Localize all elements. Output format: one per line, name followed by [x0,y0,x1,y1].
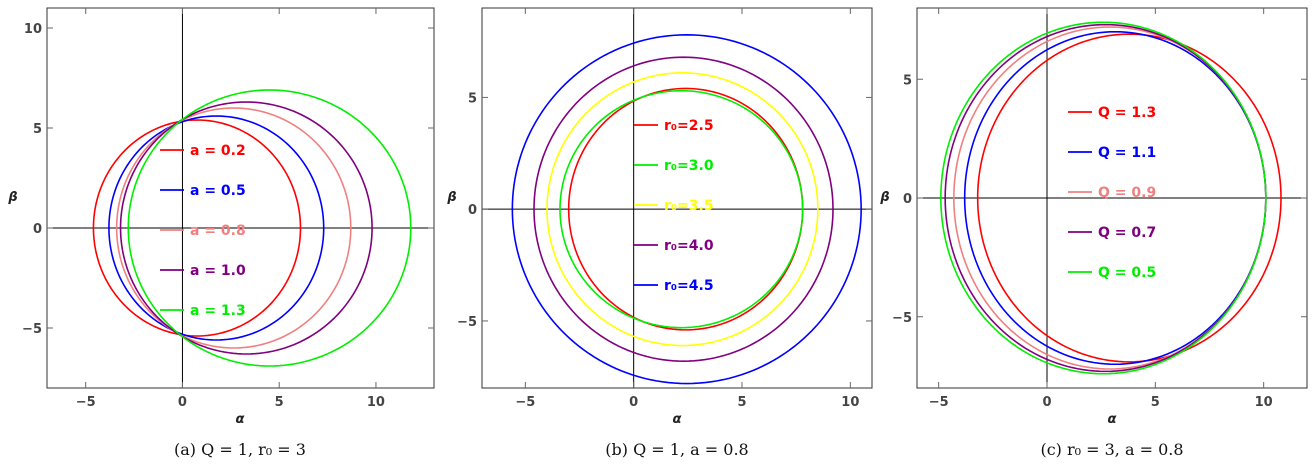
series-curve-1 [92,119,302,337]
x-tick-label: −5 [929,395,949,410]
y-tick-label: −5 [892,311,912,326]
y-tick-label: 5 [468,91,477,106]
y-tick-label: 5 [33,122,42,137]
x-axis-label: α [1108,412,1117,427]
y-axis-label: β [7,190,17,205]
x-tick-label: 0 [178,395,187,410]
series-curve-4 [119,101,373,355]
series-curve-3 [546,72,819,347]
panel-caption: (c) r₀ = 3, a = 0.8 [1040,440,1183,459]
y-tick-label: 0 [468,203,477,218]
series-curve-2 [108,115,325,341]
x-tick-label: 10 [1255,395,1273,410]
legend-label: r₀=3.5 [664,198,714,214]
panel-c: α β (c) r₀ = 3, a = 0.8 −5 0 5 10 −5 0 5 Q = 1.… [879,7,1308,459]
x-tick-label: 5 [737,395,746,410]
series-curve-2 [963,30,1267,366]
x-tick-label: −5 [76,395,96,410]
y-tick-label: 10 [24,22,42,37]
panel-caption: (a) Q = 1, r₀ = 3 [174,440,306,459]
x-tick-label: 0 [629,395,638,410]
y-tick-label: −5 [22,322,42,337]
series-curve-5 [940,21,1267,375]
legend-label: a = 1.0 [190,263,246,279]
x-tick-label: 5 [275,395,284,410]
legend-label: Q = 0.7 [1098,225,1156,241]
series-curve-5 [511,34,862,385]
legend-label: r₀=4.5 [664,278,714,294]
legend-label: a = 0.8 [190,223,246,239]
panel-caption: (b) Q = 1, a = 0.8 [605,440,748,459]
y-tick-label: −5 [457,315,477,330]
x-tick-label: 5 [1151,395,1160,410]
legend-label: Q = 1.1 [1098,145,1156,161]
x-axis-label: α [673,412,682,427]
legend-label: r₀=4.0 [664,238,714,254]
panel-a: α β (a) Q = 1, r₀ = 3 −5 0 5 10 −5 0 5 10 a = 0.… [7,7,435,459]
y-tick-label: 0 [903,192,912,207]
x-tick-label: 0 [1042,395,1051,410]
legend-label: r₀=3.0 [664,158,714,174]
legend-label: Q = 0.9 [1098,185,1156,201]
y-tick-label: 5 [903,73,912,88]
x-tick-label: −5 [515,395,535,410]
legend-label: a = 0.2 [190,143,246,159]
legend-label: r₀=2.5 [664,118,714,134]
legend-label: a = 1.3 [190,303,246,319]
panel-b: α β (b) Q = 1, a = 0.8 −5 0 5 10 −5 0 5 r₀=2.5 r… [446,7,873,459]
y-axis-label: β [446,190,456,205]
series-curve-3 [115,107,352,349]
legend-label: Q = 1.3 [1098,105,1156,121]
legend-label: a = 0.5 [190,183,246,199]
x-tick-label: 10 [367,395,385,410]
series-curve-1 [567,87,804,331]
y-axis-label: β [879,190,889,205]
series-curve-4 [533,56,834,362]
legend-label: Q = 0.5 [1098,265,1156,281]
plot-frame [46,7,435,389]
x-axis-label: α [236,412,245,427]
series-curve-5 [127,89,412,367]
series-curve-1 [976,33,1282,363]
plot-frame [481,7,873,389]
series-curve-4 [944,23,1267,373]
series-curve-2 [559,89,804,329]
y-tick-label: 0 [33,222,42,237]
x-tick-label: 10 [841,395,859,410]
